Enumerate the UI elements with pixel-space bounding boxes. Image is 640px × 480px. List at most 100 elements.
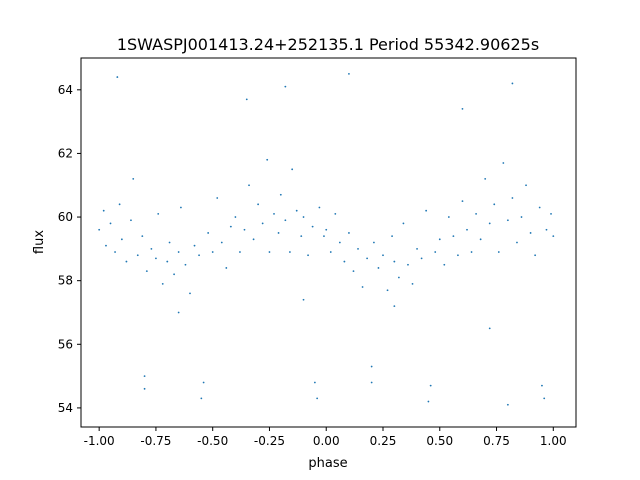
y-tick-label: 58 <box>58 274 73 288</box>
data-point <box>452 235 455 238</box>
data-point <box>506 219 509 222</box>
data-point <box>118 203 121 206</box>
data-point <box>257 203 260 206</box>
data-point <box>516 241 518 244</box>
data-point <box>229 225 232 228</box>
data-point <box>352 270 355 273</box>
x-tick-label: -1.00 <box>84 434 115 448</box>
data-point <box>125 260 128 263</box>
data-point <box>420 257 423 260</box>
data-point <box>484 177 487 180</box>
data-point <box>120 238 123 241</box>
data-point <box>497 251 500 253</box>
data-point <box>155 257 157 260</box>
data-point <box>348 73 350 75</box>
data-point <box>377 267 380 269</box>
data-point <box>202 381 205 384</box>
data-point <box>145 270 148 273</box>
data-point <box>220 241 223 244</box>
data-point <box>457 254 459 257</box>
data-point <box>300 235 303 238</box>
data-point <box>277 232 280 234</box>
data-point <box>391 235 393 238</box>
data-point <box>425 209 428 212</box>
x-axis: -1.00 -0.75 -0.50 -0.25 0.00 0.25 0.50 0.75 1.00 <box>84 427 567 448</box>
data-point <box>323 235 325 238</box>
x-tick-label: -0.25 <box>254 434 285 448</box>
data-point <box>302 298 305 301</box>
data-point <box>225 267 228 269</box>
y-tick-label: 64 <box>58 83 73 97</box>
data-point <box>534 254 537 257</box>
data-point <box>411 282 414 285</box>
data-point <box>416 247 418 250</box>
data-point <box>177 251 180 253</box>
data-point <box>382 254 384 257</box>
data-point <box>136 254 139 257</box>
data-point <box>373 241 375 244</box>
data-point <box>180 206 182 209</box>
x-tick-label: 0.25 <box>370 434 397 448</box>
data-point <box>109 222 112 225</box>
data-point <box>493 203 496 206</box>
data-point <box>506 403 509 406</box>
data-point <box>243 228 246 231</box>
y-tick-label: 60 <box>58 210 73 224</box>
data-point <box>161 282 164 285</box>
y-tick-label: 54 <box>58 401 73 415</box>
data-point <box>143 375 146 378</box>
data-point <box>488 222 491 225</box>
data-point <box>157 212 160 215</box>
data-point <box>543 397 546 400</box>
data-point <box>361 286 364 288</box>
data-point <box>98 228 101 231</box>
data-point <box>316 397 319 400</box>
data-point <box>291 168 294 171</box>
data-point <box>402 222 405 225</box>
data-point <box>397 276 400 279</box>
data-point <box>245 98 248 101</box>
data-point <box>173 273 175 276</box>
data-points <box>98 73 555 406</box>
data-point <box>386 289 389 292</box>
data-point <box>334 212 337 215</box>
data-point <box>447 216 450 218</box>
data-point <box>114 251 116 253</box>
data-point <box>216 197 219 199</box>
data-point <box>189 292 191 295</box>
data-point <box>141 235 144 238</box>
y-axis-label: flux <box>32 230 47 254</box>
data-point <box>550 212 552 215</box>
data-point <box>273 212 275 215</box>
data-point <box>288 251 291 253</box>
data-point <box>325 228 328 231</box>
data-point <box>302 216 305 218</box>
data-point <box>234 216 237 218</box>
data-point <box>311 225 314 228</box>
data-point <box>393 305 396 308</box>
data-point <box>348 232 350 234</box>
data-point <box>105 244 107 247</box>
x-tick-label: -0.50 <box>197 434 228 448</box>
data-point <box>470 251 473 253</box>
data-point <box>338 241 341 244</box>
data-point <box>200 397 203 400</box>
data-point <box>366 257 369 260</box>
data-point <box>466 228 468 231</box>
data-point <box>177 311 180 314</box>
data-point <box>132 177 135 180</box>
x-tick-label: 0.00 <box>313 434 340 448</box>
data-point <box>393 260 396 263</box>
x-tick-label: 1.00 <box>540 434 567 448</box>
data-point <box>461 200 464 203</box>
data-point <box>475 212 477 215</box>
data-point <box>143 387 146 390</box>
data-point <box>407 263 409 266</box>
data-point <box>279 193 282 196</box>
data-point <box>284 85 287 88</box>
data-point <box>211 251 214 253</box>
x-tick-label: 0.75 <box>483 434 510 448</box>
data-point <box>538 206 541 209</box>
y-axis: 54 56 58 60 62 64 <box>58 83 81 415</box>
plot-frame <box>80 57 577 428</box>
